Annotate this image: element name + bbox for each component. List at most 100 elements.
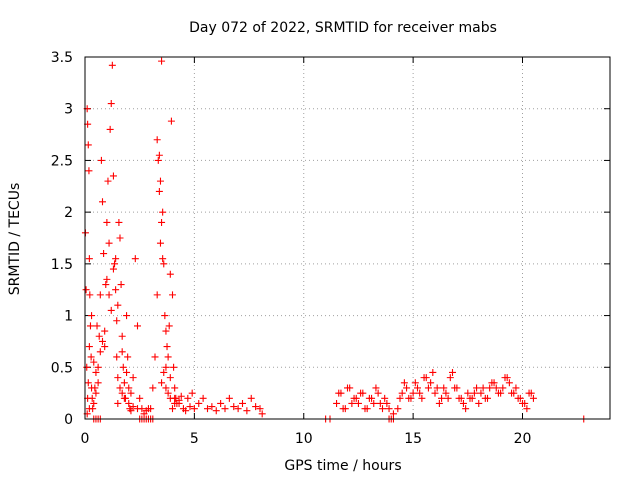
data-point [403, 384, 411, 392]
data-point [162, 363, 170, 371]
data-point [514, 394, 522, 402]
data-point [427, 379, 435, 387]
data-point [97, 156, 105, 164]
x-tick-label: 10 [295, 431, 313, 447]
y-tick-label: 2 [64, 205, 73, 221]
data-point [129, 374, 137, 382]
x-axis-label: GPS time / hours [284, 458, 401, 474]
data-point [418, 394, 426, 402]
data-point [204, 405, 211, 413]
y-tick-label: 3.5 [51, 50, 73, 66]
data-point [195, 399, 203, 407]
data-point [160, 368, 168, 376]
data-point [184, 394, 192, 402]
data-point [125, 399, 133, 407]
data-point [151, 353, 159, 361]
data-point [136, 394, 144, 402]
data-point [239, 399, 246, 407]
data-point [435, 399, 443, 407]
data-point [162, 327, 170, 335]
data-point [154, 156, 162, 164]
data-point [501, 374, 509, 382]
data-point [105, 291, 113, 299]
data-point [352, 394, 360, 402]
data-point [95, 332, 103, 340]
data-point [477, 389, 485, 397]
data-point [376, 399, 384, 407]
data-point [492, 384, 500, 392]
data-point [459, 399, 467, 407]
data-point [429, 368, 437, 376]
data-point [88, 312, 96, 320]
data-point [125, 384, 133, 392]
data-point [93, 322, 101, 330]
data-point [158, 379, 166, 387]
data-point [84, 141, 92, 149]
data-point [422, 374, 430, 382]
data-point [374, 389, 382, 397]
data-point [379, 405, 386, 413]
data-point [115, 218, 123, 226]
data-point [512, 384, 520, 392]
data-point [414, 384, 421, 392]
data-point [159, 208, 167, 216]
y-tick-label: 2.5 [51, 153, 73, 169]
data-point [120, 379, 128, 387]
data-point [111, 260, 119, 268]
data-point [164, 389, 172, 397]
data-point [118, 389, 126, 397]
data-point [158, 57, 166, 65]
data-point [510, 389, 518, 397]
data-point [117, 281, 125, 289]
data-point [101, 343, 109, 351]
data-point [123, 312, 131, 320]
data-point [109, 172, 117, 180]
data-point [105, 239, 113, 247]
y-tick-label: 1 [64, 309, 73, 325]
data-point [234, 405, 242, 413]
data-point [527, 389, 535, 397]
data-point [85, 405, 93, 413]
data-point [505, 379, 513, 387]
data-point [221, 405, 229, 413]
data-point [86, 322, 94, 330]
data-point [92, 389, 100, 397]
data-point [167, 117, 175, 125]
data-point [92, 368, 100, 376]
data-points [81, 57, 588, 423]
data-point [160, 260, 168, 268]
data-point [199, 394, 207, 402]
data-point [457, 394, 465, 402]
data-point [100, 250, 108, 258]
data-point [175, 399, 183, 407]
data-point [94, 363, 102, 371]
data-point [169, 291, 176, 299]
data-point [155, 187, 163, 195]
data-point [156, 239, 164, 247]
data-point [165, 322, 173, 330]
data-point [113, 353, 121, 361]
data-point [453, 384, 461, 392]
data-point [84, 379, 92, 387]
data-point [116, 234, 124, 242]
data-point [124, 353, 132, 361]
y-tick-label: 1.5 [51, 257, 73, 273]
data-point [90, 399, 98, 407]
data-point [243, 407, 251, 415]
data-point [112, 255, 120, 263]
data-point [333, 399, 341, 407]
data-point [208, 403, 216, 411]
data-point [186, 403, 194, 411]
data-point [109, 265, 117, 273]
data-point [411, 379, 419, 387]
x-tick-label: 5 [190, 431, 199, 447]
data-point [385, 405, 393, 413]
grid-lines [85, 57, 610, 419]
data-point [431, 389, 439, 397]
data-point [217, 399, 225, 407]
data-point [153, 136, 161, 144]
tick-marks: 0 5 10 15 20 0 0.5 1 1.5 2 2.5 3 3.5 [51, 50, 610, 447]
y-tick-label: 0.5 [51, 360, 73, 376]
data-point [107, 100, 115, 108]
